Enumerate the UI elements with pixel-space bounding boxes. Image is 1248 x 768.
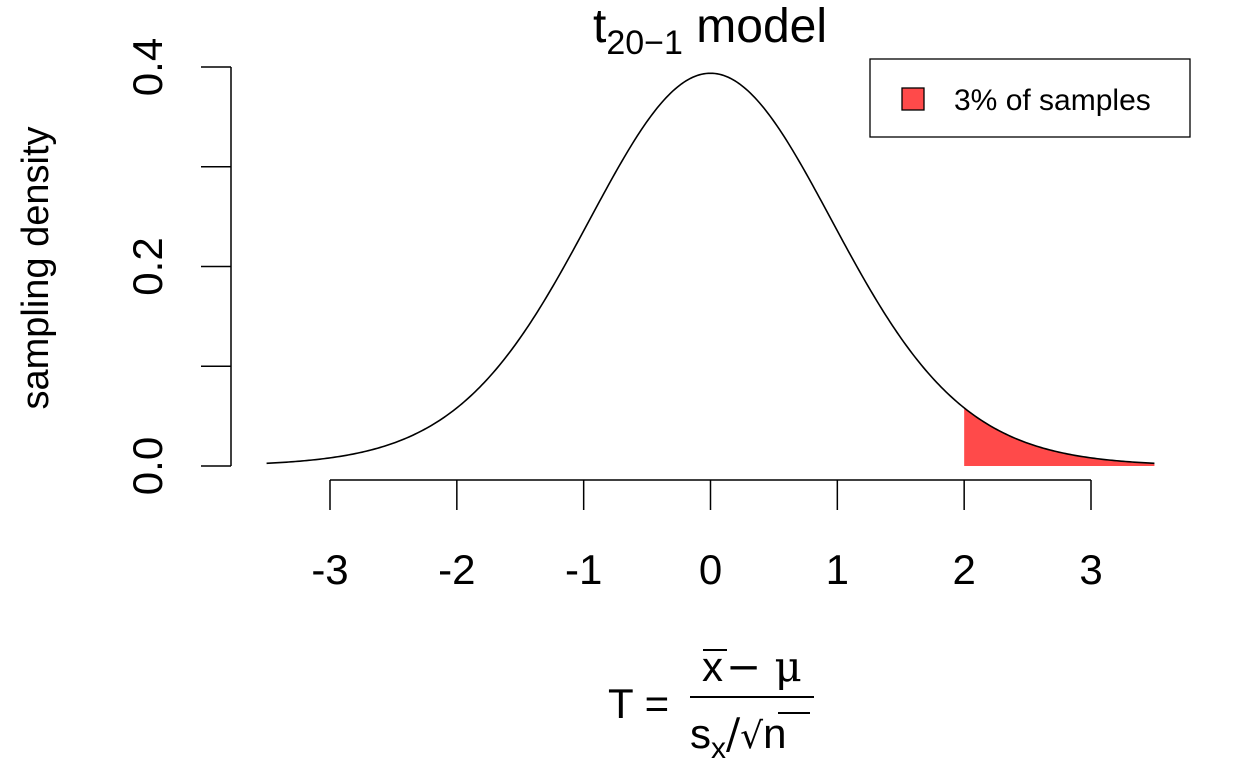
legend-label: 3% of samples	[954, 84, 1151, 117]
x-axis-label-denominator-root: √	[740, 716, 763, 757]
x-axis-label-denominator-n: n	[763, 710, 786, 757]
x-axis-label-denominator-s: s	[690, 710, 711, 757]
x-tick-label: -1	[565, 546, 602, 593]
shaded-tail-area	[964, 407, 1155, 466]
x-tick-label: -2	[438, 546, 475, 593]
x-axis: -3 -2 -1 0 1 2 3	[311, 479, 1103, 593]
legend-swatch	[901, 87, 925, 111]
x-axis-label: T = x − μ sx/√n	[608, 642, 814, 765]
x-axis-label-denominator-slash: /	[726, 709, 741, 758]
x-axis-label-numerator-rest: − μ	[726, 642, 802, 691]
x-axis-label-denominator-sub: x	[711, 732, 726, 765]
y-axis: 0.0 0.2 0.4	[124, 38, 232, 495]
y-axis-label: sampling density	[15, 126, 57, 409]
x-tick-label: 2	[952, 546, 975, 593]
chart-title-subscript: 20−1	[606, 24, 683, 62]
x-tick-label: -3	[311, 546, 348, 593]
chart-title-main: t	[593, 0, 606, 53]
x-tick-label: 0	[699, 546, 722, 593]
plot-area	[266, 72, 1155, 466]
x-axis-label-lhs: T =	[608, 680, 669, 727]
chart-title-suffix: model	[683, 0, 827, 53]
y-tick-label: 0.4	[124, 38, 171, 96]
x-tick-label: 1	[826, 546, 849, 593]
legend: 3% of samples	[869, 58, 1191, 138]
x-axis-label-numerator-x: x	[702, 643, 723, 690]
y-tick-label: 0.0	[124, 437, 171, 495]
density-curve	[266, 72, 1155, 465]
x-tick-label: 3	[1079, 546, 1102, 593]
chart-title: t20−1 model	[593, 0, 827, 62]
x-axis-label-denominator: sx/√n	[690, 709, 786, 765]
y-tick-label: 0.2	[124, 237, 171, 295]
